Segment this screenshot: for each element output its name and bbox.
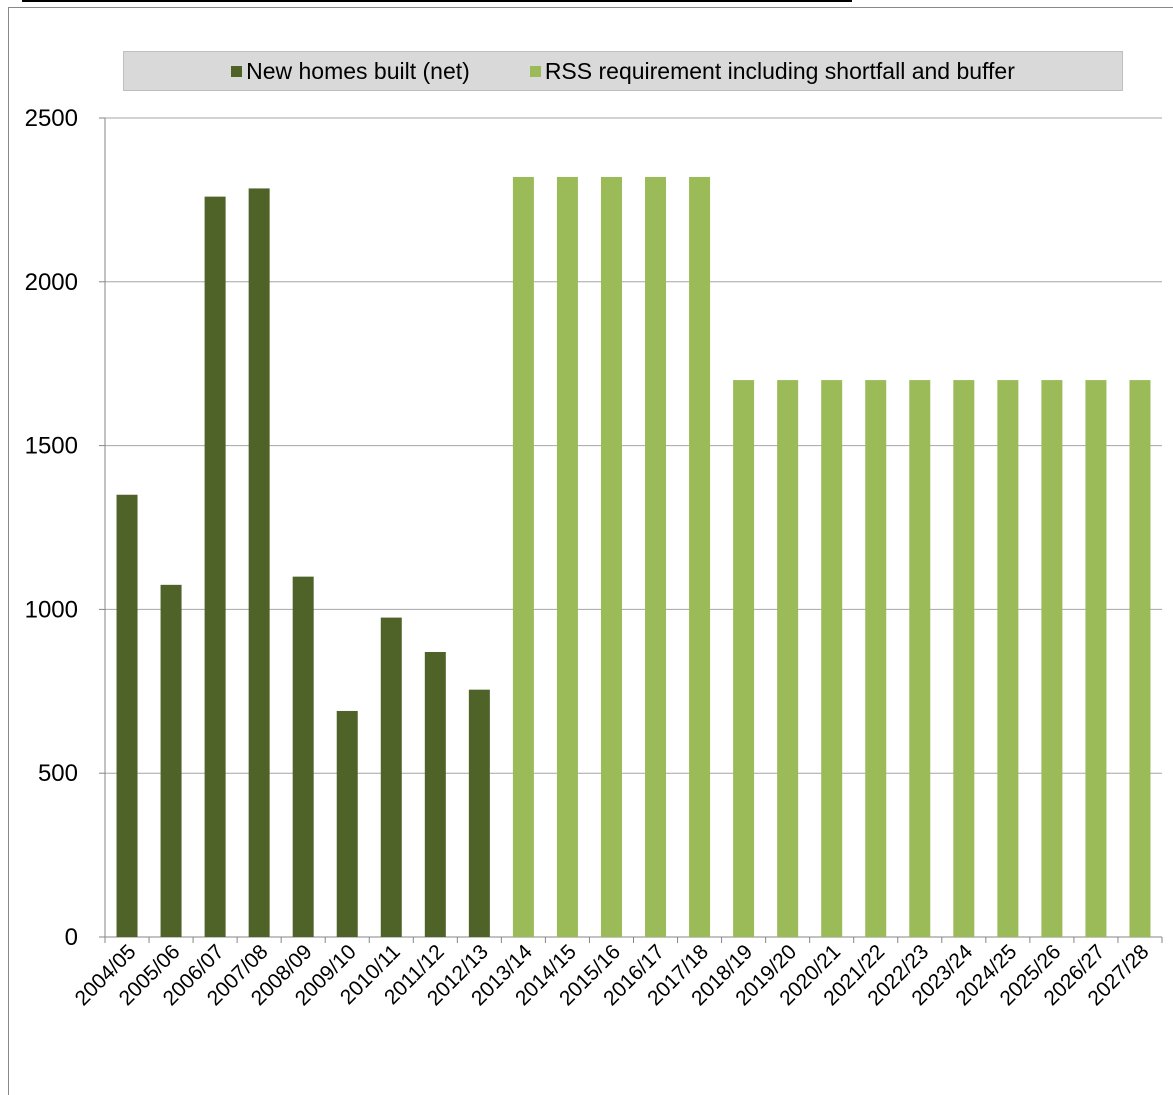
bar-rss-requirement: [909, 380, 931, 938]
bar-homes-built: [424, 651, 446, 937]
title-underline: [22, 0, 852, 2]
bar-rss-requirement: [821, 380, 843, 938]
legend: New homes built (net) RSS requirement in…: [123, 51, 1123, 91]
bar-rss-requirement: [865, 380, 887, 938]
bar-rss-requirement: [600, 176, 622, 937]
bar-rss-requirement: [777, 380, 799, 938]
bar-rss-requirement: [1129, 380, 1151, 938]
bar-rss-requirement: [997, 380, 1019, 938]
y-tick-label: 0: [65, 924, 78, 951]
y-tick-label: 1500: [25, 433, 78, 460]
bar-rss-requirement: [645, 176, 667, 937]
bar-homes-built: [116, 494, 138, 937]
bar-rss-requirement: [1041, 380, 1063, 938]
bar-rss-requirement: [953, 380, 975, 938]
chart-border: [8, 7, 1173, 1095]
legend-item-built: New homes built (net): [231, 58, 470, 85]
legend-item-requirement: RSS requirement including shortfall and …: [529, 57, 1015, 85]
legend-swatch-built: [231, 65, 243, 77]
bar-rss-requirement: [689, 176, 711, 937]
y-tick-label: 2000: [25, 269, 78, 296]
legend-swatch-requirement: [529, 65, 541, 77]
bar-homes-built: [248, 188, 270, 937]
y-tick-label: 500: [38, 760, 78, 787]
legend-label-built: New homes built (net): [246, 57, 470, 84]
bar-homes-built: [292, 576, 314, 937]
y-tick-label: 1000: [25, 596, 78, 623]
y-tick-label: 2500: [25, 105, 78, 132]
bar-homes-built: [160, 584, 182, 937]
bar-homes-built: [468, 689, 490, 937]
bar-homes-built: [204, 196, 226, 937]
bar-rss-requirement: [556, 176, 578, 937]
legend-label-requirement: RSS requirement including shortfall and …: [544, 57, 1015, 84]
bar-homes-built: [336, 710, 358, 937]
bar-rss-requirement: [1085, 380, 1107, 938]
bar-homes-built: [380, 617, 402, 937]
bar-rss-requirement: [733, 380, 755, 938]
bar-rss-requirement: [512, 176, 534, 937]
